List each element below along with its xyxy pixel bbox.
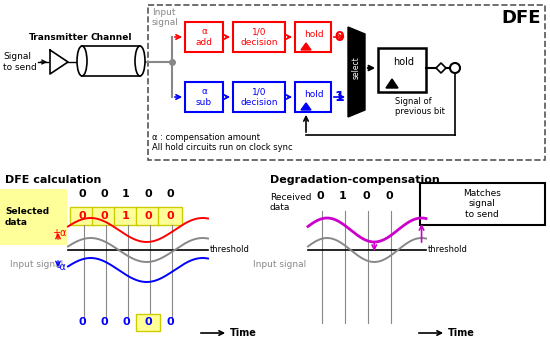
Text: Received
data: Received data [270, 193, 311, 212]
Text: 0: 0 [144, 189, 152, 199]
Text: Transmitter: Transmitter [29, 33, 89, 42]
Bar [92, 207, 116, 225]
Polygon shape [436, 63, 446, 73]
Bar [114, 207, 138, 225]
Text: hold: hold [393, 57, 414, 67]
Text: α
add: α add [195, 27, 212, 47]
Text: α : compensation amount
All hold circuits run on clock sync: α : compensation amount All hold circuit… [152, 133, 293, 152]
Bar [82, 46, 140, 76]
Text: 0: 0 [166, 189, 174, 199]
Text: Time: Time [448, 328, 475, 338]
Bar [233, 82, 285, 112]
Text: threshold: threshold [428, 245, 468, 254]
Text: 0: 0 [334, 30, 344, 44]
Bar [136, 314, 160, 331]
Bar [295, 22, 331, 52]
Text: 1: 1 [339, 191, 347, 201]
Text: 1: 1 [122, 211, 130, 221]
Ellipse shape [77, 46, 87, 76]
Bar [295, 82, 331, 112]
Text: 0: 0 [144, 211, 152, 221]
Polygon shape [348, 27, 365, 117]
Text: threshold: threshold [210, 245, 250, 254]
Circle shape [450, 63, 460, 73]
Text: Input signal: Input signal [253, 260, 306, 269]
Text: DFE calculation: DFE calculation [5, 175, 101, 185]
Text: hold: hold [304, 90, 323, 99]
Text: Channel: Channel [90, 33, 132, 42]
Text: Input signal: Input signal [10, 260, 63, 269]
Text: 0: 0 [78, 189, 86, 199]
Text: Input
signal: Input signal [152, 8, 179, 27]
Polygon shape [386, 79, 398, 88]
Text: α
sub: α sub [196, 87, 212, 107]
Polygon shape [50, 50, 68, 74]
Text: 0: 0 [144, 317, 152, 327]
Bar [70, 207, 94, 225]
Text: DFE: DFE [502, 9, 541, 27]
Text: 0: 0 [316, 191, 324, 201]
Text: hold: hold [304, 30, 323, 39]
Text: +α: +α [52, 228, 66, 238]
Bar [136, 207, 160, 225]
Text: Matches
signal
to send: Matches signal to send [463, 189, 501, 219]
Bar [185, 22, 223, 52]
Text: 1: 1 [122, 189, 130, 199]
Text: Selected
data: Selected data [5, 207, 49, 227]
Polygon shape [301, 103, 311, 110]
Text: 0: 0 [100, 211, 108, 221]
Bar [233, 22, 285, 52]
Text: 0: 0 [362, 191, 370, 201]
Text: 0: 0 [166, 317, 174, 327]
Text: 1/0
decision: 1/0 decision [240, 87, 278, 107]
Text: 1/0
decision: 1/0 decision [240, 27, 278, 47]
Polygon shape [301, 43, 311, 50]
Bar [185, 82, 223, 112]
Bar [158, 207, 182, 225]
Text: 0: 0 [166, 211, 174, 221]
Text: select: select [351, 57, 360, 79]
Text: -α: -α [56, 262, 66, 272]
Text: 0: 0 [78, 211, 86, 221]
Text: Signal of
previous bit: Signal of previous bit [395, 97, 445, 117]
Text: Degradation-compensation: Degradation-compensation [270, 175, 440, 185]
Bar [378, 48, 426, 92]
Text: 0: 0 [122, 317, 130, 327]
Text: Signal
to send: Signal to send [3, 52, 37, 72]
Text: 0: 0 [100, 317, 108, 327]
Text: 0: 0 [385, 191, 393, 201]
Bar [420, 183, 545, 225]
Text: 0: 0 [78, 317, 86, 327]
Text: 1: 1 [334, 90, 344, 104]
Text: 0: 0 [100, 189, 108, 199]
Text: Signal
to send: Signal to send [8, 189, 42, 208]
Text: Time: Time [230, 328, 257, 338]
Ellipse shape [135, 46, 145, 76]
Bar [148, 5, 545, 160]
